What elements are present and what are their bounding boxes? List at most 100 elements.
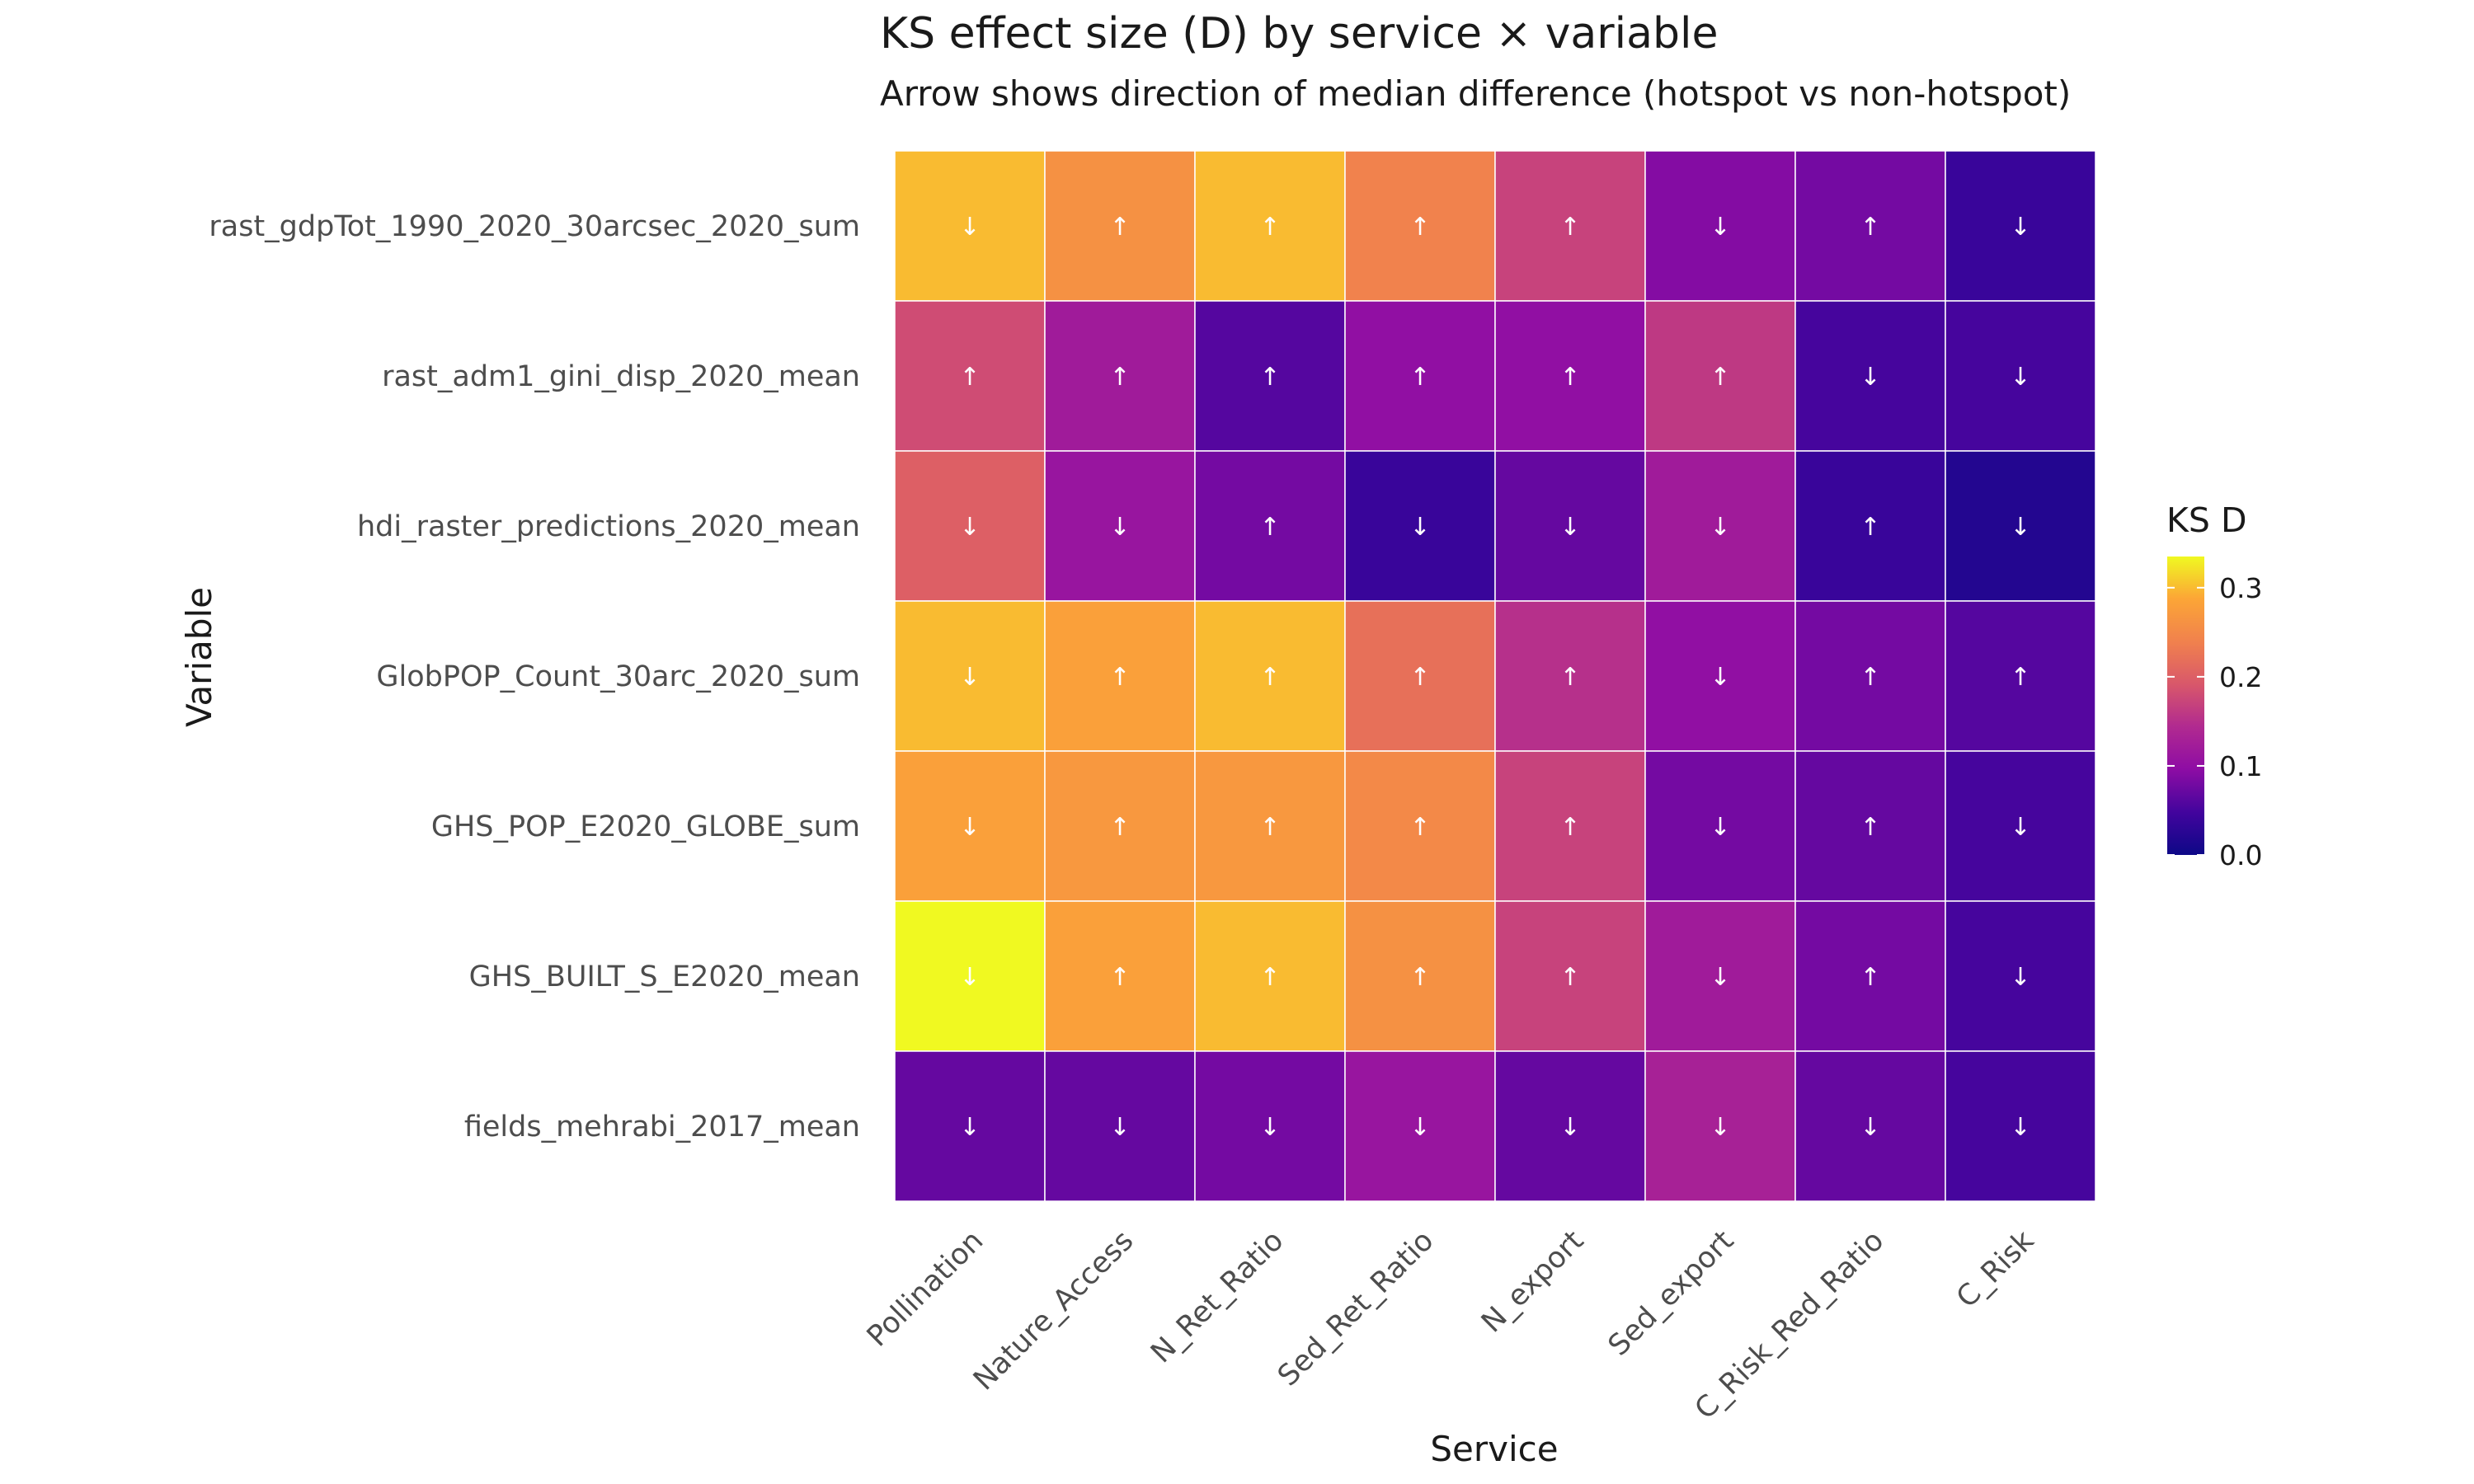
direction-arrow: ↓: [1559, 513, 1580, 542]
direction-arrow: ↓: [959, 963, 980, 992]
direction-arrow: ↓: [1710, 813, 1730, 842]
direction-arrow: ↓: [1409, 1113, 1430, 1142]
direction-arrow: ↓: [1710, 663, 1730, 692]
heatmap-cell-hdi-raster-predictions-2020-mean-sed-ret-ratio: [1344, 450, 1496, 602]
direction-arrow: ↓: [2010, 213, 2030, 242]
heatmap-cell-hdi-raster-predictions-2020-mean-c-risk-red-ratio: [1794, 450, 1946, 602]
x-axis-title: Service: [1430, 1429, 1558, 1469]
direction-arrow: ↓: [959, 513, 980, 542]
direction-arrow: ↓: [1109, 1113, 1130, 1142]
direction-arrow: ↑: [1860, 963, 1880, 992]
heatmap-cell-rast-adm1-gini-disp-2020-mean-nature-access: [1044, 300, 1196, 452]
direction-arrow: ↑: [2010, 663, 2030, 692]
colorbar-title: KS D: [2166, 500, 2247, 540]
direction-arrow: ↓: [2010, 813, 2030, 842]
direction-arrow: ↑: [1109, 813, 1130, 842]
direction-arrows: ↓ ↑ ↑ ↑ ↑ ↓ ↑ ↓ ↑ ↑ ↑ ↑ ↑ ↑ ↓ ↓ ↓ ↓ ↑ ↓ ↓ ↓ ↑ ↓ ↓ ↑ ↑ ↑ ↑ ↓ ↑ ↑ ↓ ↑ ↑ ↑ ↑ ↓ ↑ ↓…: [959, 213, 2030, 1142]
direction-arrow: ↑: [1559, 213, 1580, 242]
x-tick-label: Sed_export: [1602, 1224, 1740, 1362]
heatmap-cell-rast-gdptot-1990-2020-30arcsec-2020-sum-c-risk: [1945, 150, 2096, 302]
y-axis-title: Variable: [179, 587, 219, 727]
heatmap-cell-fields-mehrabi-2017-mean-n-export: [1494, 1050, 1646, 1202]
heatmap-cell-fields-mehrabi-2017-mean-sed-export: [1644, 1050, 1796, 1202]
chart-title: KS effect size (D) by service × variable: [880, 9, 1718, 59]
direction-arrow: ↑: [1559, 663, 1580, 692]
direction-arrow: ↓: [2010, 963, 2030, 992]
heatmap-cell-ghs-built-s-e2020-mean-c-risk: [1945, 900, 2096, 1052]
heatmap-cell-ghs-pop-e2020-globe-sum-sed-ret-ratio: [1344, 750, 1496, 902]
direction-arrow: ↓: [1710, 963, 1730, 992]
colorbar-tick-label: 0.2: [2219, 661, 2262, 693]
heatmap-cell-hdi-raster-predictions-2020-mean-n-export: [1494, 450, 1646, 602]
direction-arrow: ↑: [1710, 363, 1730, 392]
direction-arrow: ↓: [2010, 513, 2030, 542]
direction-arrow: ↓: [1109, 513, 1130, 542]
heatmap-cell-hdi-raster-predictions-2020-mean-nature-access: [1044, 450, 1196, 602]
colorbar-tick-label: 0.3: [2219, 572, 2262, 604]
direction-arrow: ↓: [959, 1113, 980, 1142]
y-tick-label: GlobPOP_Count_30arc_2020_sum: [376, 660, 860, 693]
heatmap-cell-ghs-pop-e2020-globe-sum-n-export: [1494, 750, 1646, 902]
direction-arrow: ↑: [1259, 513, 1280, 542]
direction-arrow: ↑: [1559, 963, 1580, 992]
heatmap-cell-ghs-pop-e2020-globe-sum-n-ret-ratio: [1194, 750, 1346, 902]
direction-arrow: ↓: [1259, 1113, 1280, 1142]
y-tick-label: rast_gdpTot_1990_2020_30arcsec_2020_sum: [209, 210, 860, 243]
direction-arrow: ↓: [2010, 1113, 2030, 1142]
heatmap-cell-rast-adm1-gini-disp-2020-mean-c-risk: [1945, 300, 2096, 452]
direction-arrow: ↑: [959, 363, 980, 392]
direction-arrow: ↓: [1710, 1113, 1730, 1142]
x-tick-label: Pollination: [861, 1224, 990, 1353]
heatmap-cell-rast-gdptot-1990-2020-30arcsec-2020-sum-pollination: [894, 150, 1046, 302]
heatmap-cell-ghs-built-s-e2020-mean-nature-access: [1044, 900, 1196, 1052]
heatmap-cell-hdi-raster-predictions-2020-mean-pollination: [894, 450, 1046, 602]
x-tick-label: Nature_Access: [967, 1224, 1140, 1397]
direction-arrow: ↓: [959, 663, 980, 692]
y-tick-label: rast_adm1_gini_disp_2020_mean: [382, 360, 860, 393]
direction-arrow: ↑: [1259, 663, 1280, 692]
heatmap-cell-globpop-count-30arc-2020-sum-n-ret-ratio: [1194, 600, 1346, 752]
x-tick-label: Sed_Ret_Ratio: [1272, 1224, 1440, 1392]
direction-arrow: ↑: [1860, 213, 1880, 242]
y-tick-labels: rast_gdpTot_1990_2020_30arcsec_2020_sumr…: [209, 210, 860, 1144]
direction-arrow: ↑: [1109, 363, 1130, 392]
heatmap-cell-rast-gdptot-1990-2020-30arcsec-2020-sum-n-ret-ratio: [1194, 150, 1346, 302]
direction-arrow: ↑: [1259, 363, 1280, 392]
heatmap-cell-rast-gdptot-1990-2020-30arcsec-2020-sum-sed-ret-ratio: [1344, 150, 1496, 302]
direction-arrow: ↓: [2010, 363, 2030, 392]
direction-arrow: ↑: [1409, 213, 1430, 242]
heatmap-cell-rast-gdptot-1990-2020-30arcsec-2020-sum-nature-access: [1044, 150, 1196, 302]
heatmap-cell-rast-gdptot-1990-2020-30arcsec-2020-sum-sed-export: [1644, 150, 1796, 302]
direction-arrow: ↓: [1710, 513, 1730, 542]
direction-arrow: ↑: [1409, 963, 1430, 992]
direction-arrow: ↑: [1409, 363, 1430, 392]
direction-arrow: ↑: [1409, 813, 1430, 842]
direction-arrow: ↑: [1559, 363, 1580, 392]
heatmap-cell-ghs-built-s-e2020-mean-c-risk-red-ratio: [1794, 900, 1946, 1052]
direction-arrow: ↑: [1559, 813, 1580, 842]
heatmap-cell-globpop-count-30arc-2020-sum-c-risk-red-ratio: [1794, 600, 1946, 752]
x-tick-label: N_export: [1475, 1224, 1590, 1339]
heatmap-cell-fields-mehrabi-2017-mean-c-risk: [1945, 1050, 2096, 1202]
heatmap-cell-fields-mehrabi-2017-mean-n-ret-ratio: [1194, 1050, 1346, 1202]
heatmap-cell-fields-mehrabi-2017-mean-c-risk-red-ratio: [1794, 1050, 1946, 1202]
chart-subtitle: Arrow shows direction of median differen…: [880, 73, 2071, 114]
heatmap-cell-fields-mehrabi-2017-mean-nature-access: [1044, 1050, 1196, 1202]
y-tick-label: GHS_BUILT_S_E2020_mean: [469, 960, 860, 993]
direction-arrow: ↑: [1409, 663, 1430, 692]
x-tick-label: N_Ret_Ratio: [1145, 1224, 1290, 1369]
direction-arrow: ↑: [1259, 813, 1280, 842]
direction-arrow: ↑: [1259, 963, 1280, 992]
heatmap-cell-ghs-pop-e2020-globe-sum-sed-export: [1644, 750, 1796, 902]
heatmap-cell-hdi-raster-predictions-2020-mean-sed-export: [1644, 450, 1796, 602]
heatmap-cell-globpop-count-30arc-2020-sum-pollination: [894, 600, 1046, 752]
heatmap-cell-rast-gdptot-1990-2020-30arcsec-2020-sum-n-export: [1494, 150, 1646, 302]
colorbar-ticks: 0.0 0.1 0.2 0.3: [2167, 572, 2262, 871]
colorbar-legend: KS D 0.0 0.1 0.2 0.3: [2166, 500, 2262, 871]
heatmap-cell-fields-mehrabi-2017-mean-pollination: [894, 1050, 1046, 1202]
heatmap-cell-rast-adm1-gini-disp-2020-mean-sed-export: [1644, 300, 1796, 452]
heatmap-cell-globpop-count-30arc-2020-sum-n-export: [1494, 600, 1646, 752]
direction-arrow: ↑: [1860, 813, 1880, 842]
